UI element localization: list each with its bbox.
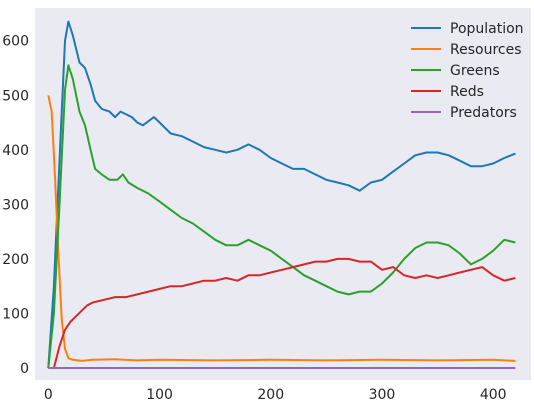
- y-tick-label: 0: [20, 361, 29, 377]
- y-tick-label: 100: [2, 306, 29, 322]
- series-line-resources: [47, 95, 516, 362]
- x-tick-label: 0: [44, 387, 53, 403]
- y-tick-label: 500: [2, 88, 29, 104]
- legend-label: Resources: [450, 42, 522, 58]
- series-line-population: [47, 20, 516, 369]
- legend-label: Population: [450, 21, 524, 37]
- x-tick-label: 200: [257, 387, 284, 403]
- legend-label: Predators: [450, 105, 517, 121]
- legend-label: Reds: [450, 84, 484, 100]
- plot-area: [35, 8, 531, 380]
- legend-item-reds: Reds: [411, 84, 484, 100]
- series-line-reds: [48, 257, 516, 369]
- y-tick-label: 400: [2, 143, 29, 159]
- x-tick-labels: 0 100 200 300 400: [44, 387, 507, 403]
- x-tick-label: 100: [146, 387, 173, 403]
- y-tick-label: 300: [2, 197, 29, 213]
- x-tick-label: 300: [369, 387, 396, 403]
- series-line-greens: [47, 64, 516, 369]
- x-tick-label: 400: [480, 387, 507, 403]
- series-lines: [47, 20, 516, 369]
- legend: Population Resources Greens Reds Predators: [411, 21, 524, 121]
- legend-item-population: Population: [411, 21, 524, 37]
- legend-item-resources: Resources: [411, 42, 522, 58]
- y-tick-label: 200: [2, 252, 29, 268]
- legend-label: Greens: [450, 63, 500, 79]
- y-tick-labels: 0 100 200 300 400 500 600: [2, 34, 29, 377]
- y-tick-label: 600: [2, 34, 29, 50]
- legend-item-predators: Predators: [411, 105, 517, 121]
- legend-item-greens: Greens: [411, 63, 500, 79]
